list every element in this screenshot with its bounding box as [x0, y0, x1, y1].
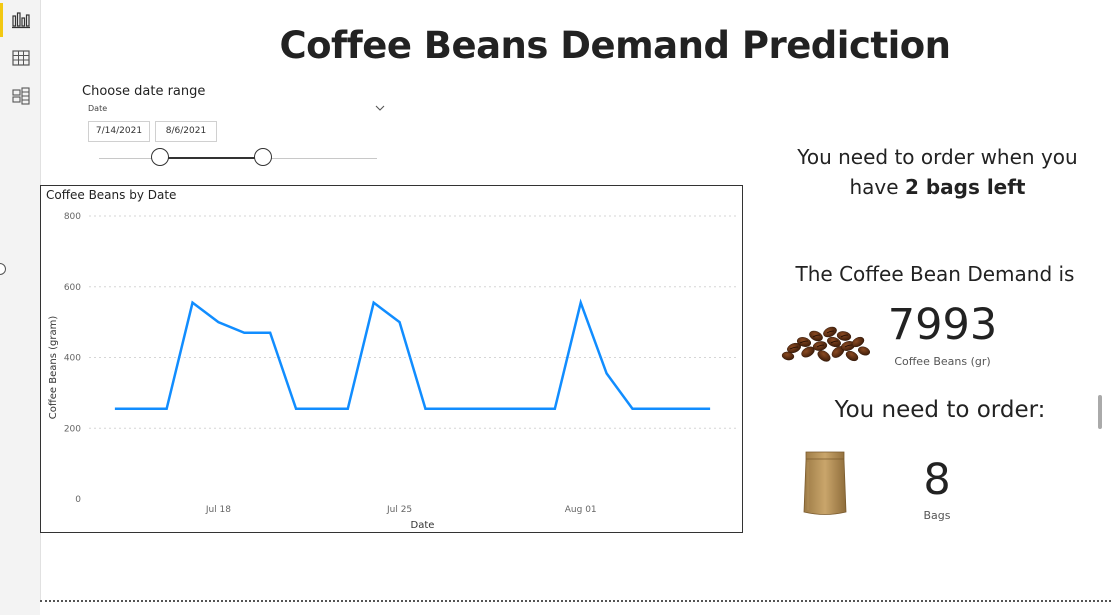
y-tick-label: 800	[64, 212, 81, 222]
y-tick-label: 0	[75, 495, 81, 505]
x-tick-label: Aug 01	[565, 505, 597, 515]
page-title: Coffee Beans Demand Prediction	[279, 24, 951, 67]
x-tick-label: Jul 18	[205, 505, 231, 515]
chevron-down-icon[interactable]	[374, 103, 386, 113]
active-view-indicator	[0, 3, 3, 37]
end-date-input[interactable]: 8/6/2021	[155, 121, 217, 142]
coffee-beans-line-chart[interactable]: Coffee Beans by Date 0 200 400 600 800 Jul 18…	[40, 185, 743, 533]
chart-title: Coffee Beans by Date	[46, 188, 177, 202]
date-range-slider-selected	[160, 157, 264, 159]
page-boundary-line	[40, 600, 1111, 602]
date-range-end-handle[interactable]	[254, 148, 273, 166]
report-view-icon[interactable]	[11, 10, 31, 30]
demand-label: The Coffee Bean Demand is	[795, 262, 1075, 286]
view-switcher-rail	[0, 0, 41, 615]
slicer-title: Choose date range	[82, 84, 206, 99]
order-threshold-message: You need to order when you have 2 bags l…	[785, 142, 1090, 202]
y-tick-label: 200	[64, 424, 81, 434]
x-tick-label: Jul 25	[386, 505, 412, 515]
data-view-icon[interactable]	[11, 48, 31, 68]
y-tick-label: 600	[64, 283, 81, 293]
order-threshold-prefix: You need to order when you have	[797, 145, 1078, 199]
date-range-start-handle[interactable]	[151, 148, 170, 166]
demand-unit-label: Coffee Beans (gr)	[894, 355, 991, 368]
slicer-field-label: Date	[88, 104, 108, 113]
bags-unit-label: Bags	[923, 509, 951, 522]
order-threshold-value: 2 bags left	[904, 175, 1026, 199]
coffee-bag-image	[803, 451, 847, 515]
order-label: You need to order:	[834, 397, 1046, 423]
y-axis-title: Coffee Beans (gram)	[48, 316, 59, 420]
page-bottom-area	[40, 602, 1111, 615]
start-date-input[interactable]: 7/14/2021	[88, 121, 150, 142]
vertical-scrollbar-thumb[interactable]	[1098, 395, 1102, 429]
chart-plot-area: 0 200 400 600 800 Jul 18 Jul 25 Aug 01 Date Coffe…	[48, 212, 736, 531]
x-axis-title: Date	[411, 520, 435, 531]
coffee-beans-image	[781, 326, 871, 362]
y-tick-label: 400	[64, 354, 81, 364]
demand-value: 7993	[887, 300, 998, 350]
bags-value: 8	[923, 455, 951, 505]
model-view-icon[interactable]	[11, 86, 31, 106]
series-line	[114, 298, 711, 411]
